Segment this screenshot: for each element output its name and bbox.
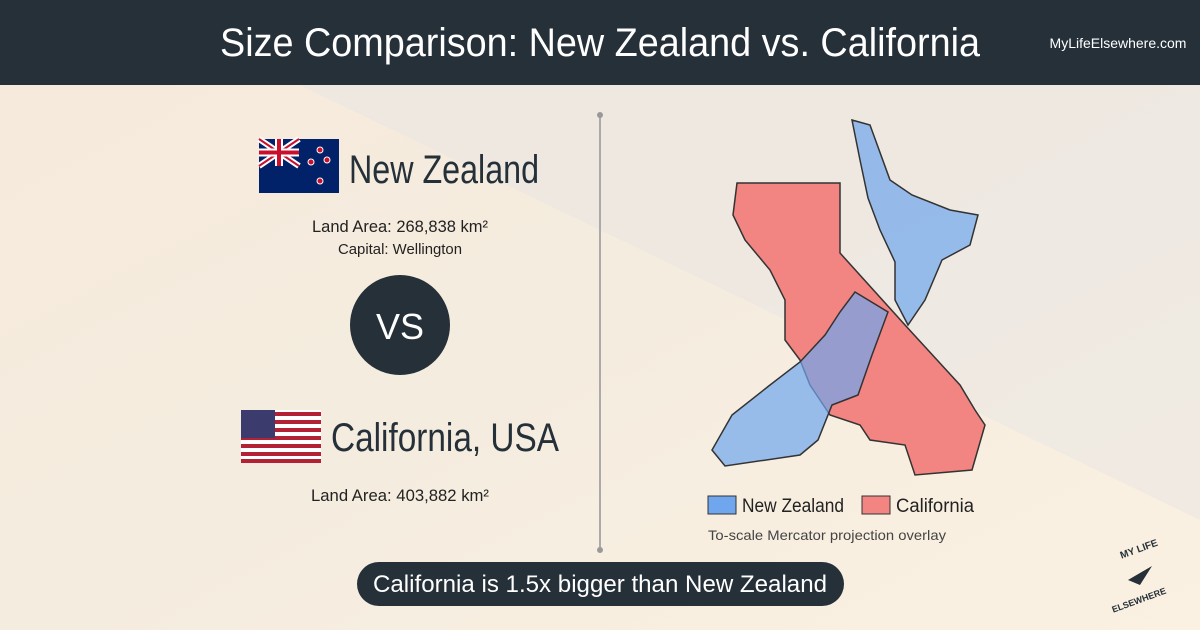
legend-label: California	[896, 496, 974, 517]
country-name: California, USA	[331, 416, 559, 460]
country-name: New Zealand	[349, 148, 539, 192]
caption: To-scale Mercator projection overlay	[708, 527, 946, 543]
divider-end	[597, 112, 603, 118]
title: Size Comparison: New Zealand vs. Califor…	[220, 21, 981, 65]
header-bar	[0, 0, 1200, 85]
land-area: Land Area: 268,838 km²	[312, 217, 488, 236]
site-name: MyLifeElsewhere.com	[1050, 35, 1187, 51]
new-zealand-shape	[711, 118, 979, 467]
banner	[357, 562, 844, 606]
nz-flag	[257, 136, 339, 193]
banner-text: California is 1.5x bigger than New Zeala…	[373, 571, 827, 598]
legend-swatch	[861, 495, 891, 515]
capital: Capital: Wellington	[338, 241, 462, 258]
vs-label: VS	[376, 306, 424, 347]
land-area: Land Area: 403,882 km²	[311, 486, 489, 505]
legend-swatch	[707, 495, 737, 515]
vs-circle	[350, 275, 450, 375]
legend-label: New Zealand	[742, 496, 844, 517]
divider-end	[597, 547, 603, 553]
us-flag	[241, 410, 321, 463]
